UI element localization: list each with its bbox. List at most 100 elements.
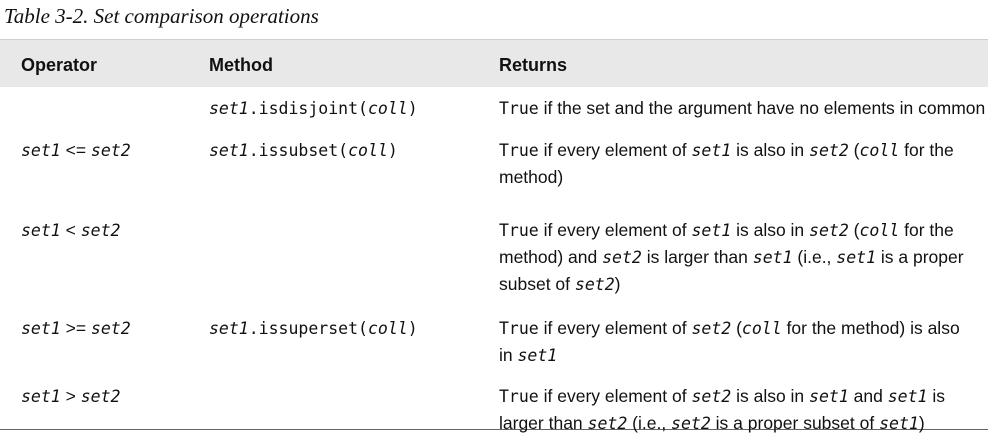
header-returns: Returns (499, 55, 568, 75)
text-run: (i.e., (792, 247, 837, 267)
table-row: set1 >= set2 set1.issuperset(coll) True … (0, 307, 988, 375)
text-run: ( (848, 140, 860, 160)
text-run: True (499, 221, 539, 240)
text-run: set1 (887, 387, 928, 406)
text-run: larger than (499, 413, 588, 433)
method-close: ) (407, 99, 418, 118)
operator-symbol: < (60, 220, 81, 240)
text-run: and (848, 386, 888, 406)
method-cell: set1.isdisjoint(coll) (209, 95, 418, 122)
text-run: True (499, 387, 539, 406)
operator-cell: set1 >= set2 (21, 315, 131, 342)
text-run: is a proper subset of (710, 413, 880, 433)
text-run: set2 (587, 414, 628, 433)
text-run: set1 (879, 414, 919, 433)
returns-line: True if every element of set1 is also in… (499, 217, 979, 244)
method-object: set1 (209, 141, 249, 160)
method-arg: coll (348, 141, 388, 160)
operator-symbol: <= (60, 140, 91, 160)
text-run: set2 (691, 319, 732, 338)
text-run: (i.e., (627, 413, 672, 433)
returns-line: in set1 (499, 342, 979, 369)
text-run: True (499, 141, 539, 160)
text-run: if every element of (538, 318, 692, 338)
returns-line: method) and set2 is larger than set1 (i.… (499, 244, 979, 271)
method-name: .issuperset( (248, 319, 368, 338)
text-run: True (499, 99, 539, 118)
returns-line: True if every element of set1 is also in… (499, 137, 979, 164)
method-cell: set1.issuperset(coll) (209, 315, 418, 342)
text-run: is also in (731, 386, 810, 406)
returns-cell: True if the set and the argument have no… (499, 95, 985, 122)
text-run: set1 (752, 248, 793, 267)
method-cell: set1.issubset(coll) (209, 137, 398, 164)
returns-line: True if every element of set2 (coll for … (499, 315, 979, 342)
returns-line: subset of set2) (499, 271, 979, 298)
text-run: is also in (731, 220, 810, 240)
text-run: method) and (499, 247, 603, 267)
operator-right: set2 (80, 221, 121, 240)
returns-cell: True if every element of set1 is also in… (499, 137, 979, 190)
set-comparison-table: Operator Method Returns set1.isdisjoint(… (0, 39, 988, 433)
text-run: set1 (809, 387, 849, 406)
text-run: coll (859, 221, 900, 240)
text-run: ( (848, 220, 860, 240)
text-run: set1 (836, 248, 877, 267)
table-row: set1 <= set2 set1.issubset(coll) True if… (0, 129, 988, 209)
operator-left: set1 (21, 387, 61, 406)
text-run: set2 (574, 275, 615, 294)
method-close: ) (387, 141, 398, 160)
method-arg: coll (367, 319, 408, 338)
text-run: set2 (691, 387, 732, 406)
text-run: True (499, 319, 539, 338)
text-run: coll (741, 319, 782, 338)
text-run: set1 (691, 221, 732, 240)
table-row: set1 > set2 True if every element of set… (0, 375, 988, 433)
text-run: for the (899, 140, 954, 160)
table-row: set1 < set2 True if every element of set… (0, 209, 988, 307)
returns-line: True if every element of set2 is also in… (499, 383, 979, 410)
returns-cell: True if every element of set2 is also in… (499, 383, 979, 437)
table-header-row: Operator Method Returns (0, 39, 988, 87)
returns-line: larger than set2 (i.e., set2 is a proper… (499, 410, 979, 437)
method-close: ) (407, 319, 418, 338)
returns-cell: True if every element of set2 (coll for … (499, 315, 979, 369)
text-run: if the set and the argument have no elem… (538, 98, 986, 118)
operator-cell: set1 <= set2 (21, 137, 131, 164)
text-run: ( (731, 318, 742, 338)
text-run: coll (859, 141, 900, 160)
operator-symbol: >= (60, 318, 91, 338)
method-name: .issubset( (248, 141, 349, 160)
operator-right: set2 (80, 387, 121, 406)
table-caption: Table 3-2. Set comparison operations (4, 4, 319, 28)
text-run: ) (614, 274, 621, 294)
returns-cell: True if every element of set1 is also in… (499, 217, 979, 298)
text-run: set1 (691, 141, 732, 160)
table-row: set1.isdisjoint(coll) True if the set an… (0, 87, 988, 129)
text-run: is larger than (641, 247, 753, 267)
operator-left: set1 (21, 221, 61, 240)
operator-cell: set1 < set2 (21, 217, 120, 244)
text-run: set1 (517, 346, 558, 365)
text-run: if every element of (538, 386, 692, 406)
returns-line: method) (499, 164, 979, 190)
operator-left: set1 (21, 141, 61, 160)
text-run: if every element of (538, 140, 692, 160)
text-run: is a proper (876, 247, 964, 267)
operator-right: set2 (90, 319, 131, 338)
text-run: set2 (671, 414, 711, 433)
text-run: set2 (809, 221, 849, 240)
method-arg: coll (367, 99, 408, 118)
method-object: set1 (209, 99, 249, 118)
text-run: is (927, 386, 945, 406)
operator-left: set1 (21, 319, 61, 338)
header-method: Method (209, 55, 273, 75)
text-run: for the method) is also (781, 318, 960, 338)
method-name: .isdisjoint( (248, 99, 368, 118)
text-run: for the (899, 220, 954, 240)
text-run: if every element of (538, 220, 692, 240)
text-run: subset of (499, 274, 575, 294)
method-object: set1 (209, 319, 249, 338)
text-run: ) (918, 413, 925, 433)
text-run: set2 (602, 248, 642, 267)
